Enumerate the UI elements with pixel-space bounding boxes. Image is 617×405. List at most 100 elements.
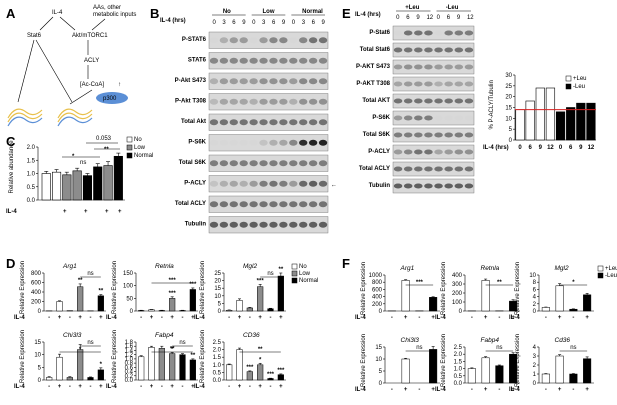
d-arg1-mark: ** xyxy=(98,289,103,295)
f-legend-label: -Leu xyxy=(605,273,617,279)
blot-b-tp: 3 xyxy=(302,20,306,26)
blot-b-strip xyxy=(208,154,329,172)
blot-b-band xyxy=(289,221,298,228)
d-retnla-mark: *** xyxy=(189,282,197,288)
blot-b-band xyxy=(239,201,248,208)
f-chi3l3-sign: - xyxy=(418,387,420,393)
blot-e-band xyxy=(403,30,413,36)
d-fabp4-mark: ** xyxy=(190,353,195,359)
d-chi3l3-ytick: 5 xyxy=(38,365,42,371)
blot-e-band xyxy=(434,30,443,36)
blot-e-strip xyxy=(392,127,475,143)
blot-b-group-2: Normal xyxy=(302,9,323,15)
blot-b-band xyxy=(239,221,248,228)
f-retnla-ytick: 200 xyxy=(452,291,463,297)
f-chi3l3-il4-label: IL-4 xyxy=(355,387,366,393)
blot-b-band xyxy=(269,57,278,64)
f-arg1-sign: + xyxy=(404,315,408,321)
blot-b-band xyxy=(249,37,258,44)
blot-e-tp: 9 xyxy=(416,15,420,21)
blot-b-band xyxy=(209,98,219,105)
blot-e-band xyxy=(454,30,464,36)
f-retnla-il4-label: IL-4 xyxy=(435,315,446,321)
blot-b-band xyxy=(318,98,328,105)
c-legend-label: No xyxy=(134,137,142,143)
blot-b-band xyxy=(209,221,219,228)
blot-b-band xyxy=(269,160,278,167)
e-xtick: 6 xyxy=(529,145,533,151)
blot-b-tp: 9 xyxy=(322,20,326,26)
blot-b-band xyxy=(299,201,308,208)
f-cd36-ns: ns xyxy=(570,345,576,351)
f-mgl2-bar xyxy=(555,285,564,312)
d-mgl2-sign: + xyxy=(279,315,283,321)
d-mgl2-ylabel: Relative Expression xyxy=(200,261,206,314)
f-mgl2-sign: + xyxy=(558,315,562,321)
f-chi3l3-ytick: 0 xyxy=(379,381,383,387)
blot-e-tp: 0 xyxy=(396,15,400,21)
f-arg1-sign: + xyxy=(431,315,435,321)
blot-b-band xyxy=(219,201,229,208)
d-retnla-ytick: 50 xyxy=(126,296,133,302)
d-cd36-ytick: 1.0 xyxy=(213,363,222,369)
d-mgl2-bar xyxy=(257,286,264,312)
blot-b-band xyxy=(308,139,318,146)
blot-e-row-label: P-ACLY xyxy=(368,149,390,155)
d-mgl2-bar xyxy=(277,275,284,312)
c-bar xyxy=(113,155,123,201)
f-cd36-sign: - xyxy=(572,387,574,393)
f-retnla-sign: + xyxy=(484,315,488,321)
d-arg1-bar xyxy=(97,295,104,312)
d-fabp4-sign: - xyxy=(182,384,184,390)
blot-e-band xyxy=(414,149,423,155)
blot-b-band xyxy=(308,180,318,187)
blot-e-band xyxy=(444,81,453,87)
accoa-node: [Ac-CoA] xyxy=(80,82,104,88)
blot-b-band xyxy=(279,160,288,167)
blot-b-arrow-icon: ← xyxy=(331,183,337,189)
blot-e-band xyxy=(444,132,453,138)
blot-b-row-label: P-S6K xyxy=(188,140,206,146)
blot-b-strip xyxy=(208,195,329,213)
blot-b-row-label: STAT6 xyxy=(188,58,207,64)
blot-b-tp: 6 xyxy=(232,20,236,26)
e-ytick: 20 xyxy=(505,95,512,101)
blot-b-band xyxy=(299,37,308,44)
f-chi3l3-ytick: 5 xyxy=(379,369,383,375)
blot-e-band xyxy=(454,98,464,104)
blot-e-tp: 12 xyxy=(467,15,474,21)
blot-b-band xyxy=(229,221,238,228)
blot-e-band xyxy=(403,149,413,155)
blot-e-row-label: Total Stat6 xyxy=(360,47,391,53)
d-legend-swatch xyxy=(291,270,298,277)
d-cd36-ytick: 1.5 xyxy=(213,355,222,361)
blot-e-band xyxy=(403,47,413,53)
f-cd36-ytick: 4 xyxy=(533,345,537,351)
blot-e-hrs-label: IL-4 (hrs) xyxy=(355,12,381,18)
blot-e-band xyxy=(403,183,413,189)
d-mgl2-sign: - xyxy=(249,315,251,321)
d-fabp4-ytick: 1.4 xyxy=(125,348,134,354)
f-cd36-ytick: 0 xyxy=(533,381,537,387)
akt-node: Akt/mTORC1 xyxy=(72,33,108,39)
blot-b-band xyxy=(239,160,248,167)
blot-e-band xyxy=(464,81,474,87)
blot-b-band xyxy=(259,201,268,208)
p300-label: p300 xyxy=(103,96,117,102)
blot-b-band xyxy=(299,180,308,187)
blot-e-row-label: Total ACLY xyxy=(359,166,390,172)
d-fabp4-ytick: 1.6 xyxy=(125,344,134,350)
f-mgl2-bar xyxy=(569,308,578,312)
blot-b-band xyxy=(279,37,288,44)
blot-b-band xyxy=(209,119,219,126)
d-mgl2-sign: - xyxy=(228,315,230,321)
f-fabp4-gene-title: Fabp4 xyxy=(481,337,500,344)
blot-b-band xyxy=(289,180,298,187)
blot-b-band xyxy=(269,37,278,44)
d-cd36-bar xyxy=(257,364,264,381)
blot-b-band xyxy=(239,98,248,105)
d-cd36-gene-title: CD36 xyxy=(243,332,260,339)
d-arg1-ytick: 600 xyxy=(31,281,42,287)
